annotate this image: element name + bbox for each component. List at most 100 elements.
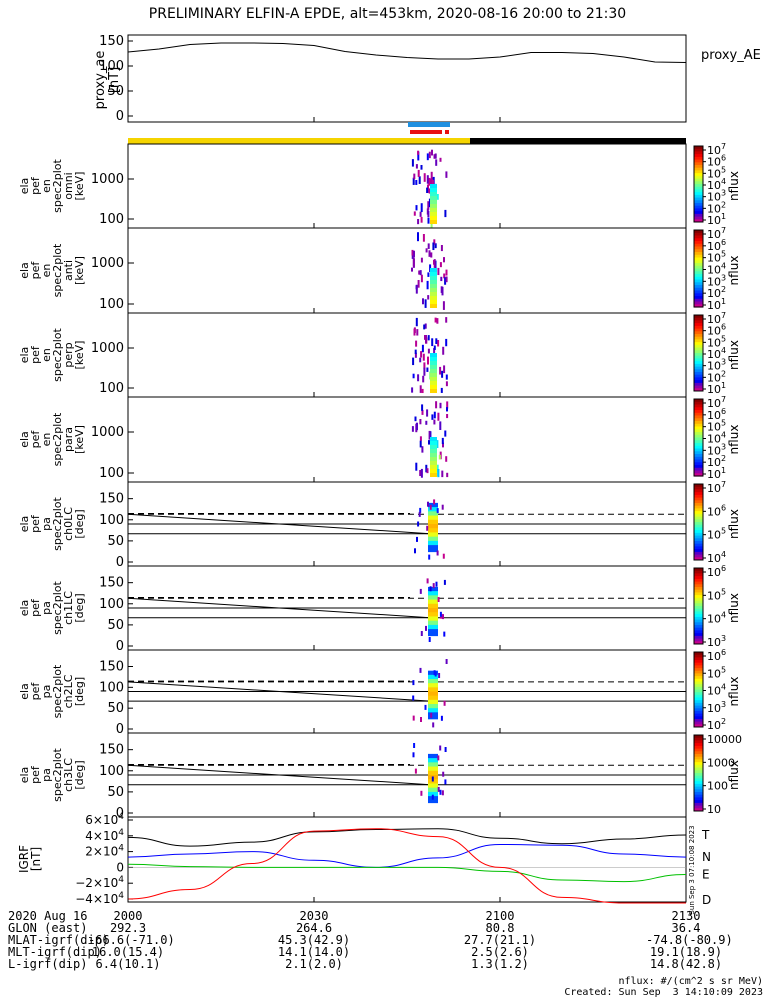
panel-6-colorbar-cell <box>694 584 703 588</box>
panel-8-ylabel-line: ch3LC <box>62 758 75 792</box>
panel-3-spectrogram-cell <box>445 374 448 380</box>
proxy-ae-ytick-label: 150 <box>99 34 124 49</box>
panel-4-spectrogram-core <box>430 473 437 477</box>
panel-6-colorbar-cell <box>694 573 703 577</box>
panel-2-spectrogram-cell <box>411 267 413 272</box>
panel-2-spectrogram-cell <box>442 301 445 310</box>
panel-7-colorbar-cell <box>694 676 703 680</box>
panel-8-colorbar-cell <box>694 775 703 779</box>
panel-8-colorbar-cell <box>694 751 703 755</box>
panel-5-colorbar-cell <box>694 505 703 509</box>
panel-6-colorbar-cell <box>694 641 703 645</box>
panel-1-spectrogram-cell <box>417 169 420 177</box>
panel-6-colorbar-cell <box>694 608 703 612</box>
panel-6-ytick-label: 0 <box>116 639 124 654</box>
panel-7-pa-cell <box>428 683 438 691</box>
panel-1-spectrogram-cell <box>427 210 430 218</box>
panel-2-colorbar-cell <box>694 241 703 245</box>
panel-8-colorbar-cell <box>694 735 703 739</box>
panel-8-pa-speck <box>420 790 423 796</box>
panel-4-colorbar-cell <box>694 434 703 439</box>
panel-5-colorbar-cell <box>694 500 703 504</box>
panel-6-colorbar-cell <box>694 638 703 642</box>
panel-4-colorbar-cell <box>694 404 703 408</box>
panel-3-ylabel-line: [keV] <box>73 341 86 370</box>
panel-4-spectrogram-cell <box>419 440 422 448</box>
panel-1-spectrogram-cell <box>423 173 426 182</box>
panel-5-ylabel-line: pa <box>40 517 53 531</box>
panel-4-colorbar-cell <box>694 470 703 474</box>
panel-1-colorbar-tick-label: 103 <box>707 189 726 204</box>
panel-5-pa-speck <box>442 553 445 559</box>
panel-5-ylabel-line: ela <box>18 516 31 533</box>
panel-6-pa-speck <box>432 583 435 589</box>
panel-4-colorbar-tick-label: 103 <box>707 442 726 457</box>
panel-3-spectrogram-cell <box>443 365 446 374</box>
panel-1-spectrogram-cell <box>433 154 436 159</box>
panel-2-spectrogram-cell <box>432 242 435 251</box>
panel-5-colorbar-cell <box>694 522 703 526</box>
panel-6-pa-cell <box>428 612 438 620</box>
panel-7-pa-cell <box>428 670 438 678</box>
panel-8-colorbar-cell <box>694 778 703 782</box>
panel-3-colorbar-cell <box>694 315 703 319</box>
panel-8-colorbar-cell <box>694 789 703 793</box>
panel-8-colorbar-cell <box>694 743 703 747</box>
panel-7-colorbar-cell <box>694 724 703 728</box>
panel-1-spectrogram-core <box>430 208 437 212</box>
panel-3-colorbar-cell <box>694 374 703 378</box>
panel-2-spectrogram-cell <box>412 257 415 267</box>
panel-1-colorbar-cell <box>694 167 703 171</box>
panel-3-spectrogram-cell <box>420 351 423 358</box>
panel-1-colorbar-cell <box>694 181 703 185</box>
panel-1-ylabel-line: spec2plot <box>51 159 64 213</box>
panel-2-colorbar-cell <box>694 254 703 259</box>
panel-6-pa-speck <box>443 579 446 585</box>
panel-1-spectrogram-core <box>430 196 437 200</box>
panel-1-spectrogram-cell <box>417 150 420 155</box>
panel-3-colorbar-cell <box>694 355 703 359</box>
panel-2-spectrogram-cell <box>440 245 443 252</box>
panel-7-pa-cell <box>428 699 438 707</box>
panel-4-spectrogram-cell <box>415 462 418 471</box>
panel-1-colorbar-cell <box>694 173 703 177</box>
panel-5-colorbar-cell <box>694 530 703 534</box>
panel-6-pa-cell <box>428 620 438 628</box>
panel-4-spectrogram-cell <box>419 436 422 441</box>
panel-5-ytick-label: 0 <box>116 555 124 570</box>
xaxis-row-2-value-3: -74.8(-80.9) <box>646 933 733 947</box>
panel-3-colorbar-cell <box>694 350 703 354</box>
panel-1-ylabel-line: en <box>40 179 53 193</box>
panel-7-ylabel-line: pa <box>40 685 53 699</box>
panel-2-colorbar-cell <box>694 279 703 283</box>
panel-3-colorbar-cell <box>694 363 703 368</box>
panel-4-spectrogram-cell <box>436 440 439 448</box>
panel-2-spectrogram-cell <box>425 248 428 253</box>
panel-7-colorbar-cell <box>694 713 703 717</box>
panel-1-spectrogram-cell <box>427 201 430 210</box>
panel-6-pa-cell <box>428 624 438 632</box>
panel-6-colorbar-cell <box>694 611 703 615</box>
panel-5-pa-speck <box>436 508 439 514</box>
panel-8-pa-speck <box>439 745 442 751</box>
panel-7-colorbar-cell <box>694 673 703 677</box>
panel-8-colorbar-frame <box>693 734 704 812</box>
panel-2-ylabel-line: en <box>40 264 53 278</box>
panel-2-colorbar-cell <box>694 246 703 250</box>
panel-8-colorbar-tick-label: 10000 <box>707 733 742 746</box>
panel-6-ytick-label: 50 <box>107 618 124 633</box>
panel-8-ylabel-line: pef <box>29 765 42 784</box>
panel-2-colorbar-cell <box>694 290 703 294</box>
panel-1-spectrogram-cell <box>427 217 430 224</box>
panel-4-spectrogram-cell <box>426 468 429 474</box>
panel-6-colorbar-tick-label: 104 <box>707 611 726 626</box>
panel-3-spectrogram-cell <box>412 373 415 379</box>
panel-3-spectrogram-cell <box>414 352 417 358</box>
panel-4-colorbar-tick-label: 102 <box>707 454 726 469</box>
panel-4-colorbar-cell <box>694 418 703 422</box>
panel-3-colorbar-cell <box>694 380 703 384</box>
panel-4-colorbar-cell <box>694 467 703 472</box>
panel-2-spectrogram-cell <box>420 257 423 263</box>
panel-4-spectrogram-cell <box>421 446 424 453</box>
panel-4-colorbar-label: nflux <box>727 425 741 455</box>
